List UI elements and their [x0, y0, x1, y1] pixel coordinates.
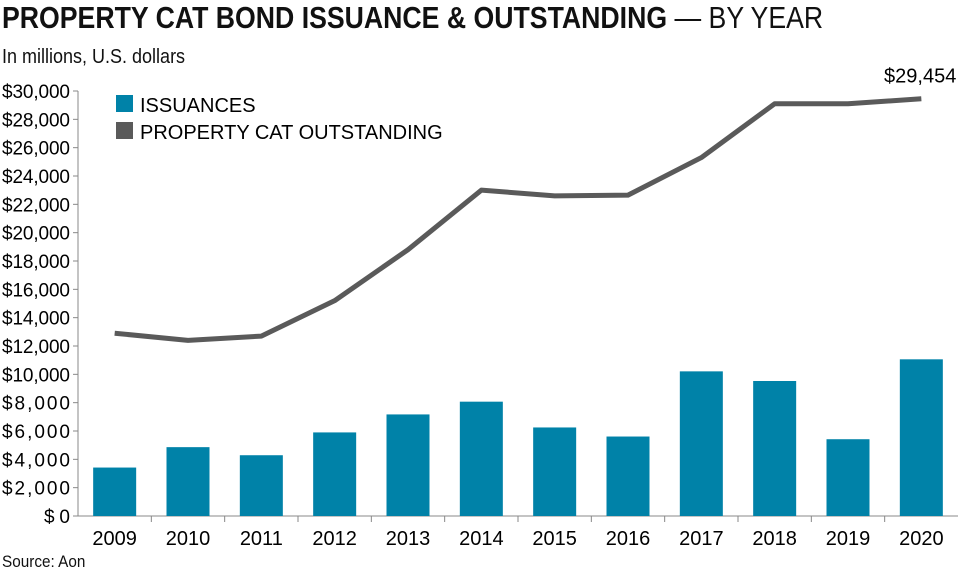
x-tick-label: 2019 — [826, 528, 871, 550]
x-tick-label: 2017 — [679, 528, 724, 550]
line-outstanding — [114, 96, 922, 343]
x-tick-label: 2020 — [899, 528, 944, 550]
bar-2012 — [313, 432, 357, 516]
legend-label-1: PROPERTY CAT OUTSTANDING — [140, 122, 443, 144]
y-tick-label: $14,000 — [2, 309, 70, 330]
x-tick-label: 2018 — [752, 528, 797, 550]
legend-swatch-0 — [116, 95, 133, 112]
bar-2010 — [166, 447, 210, 516]
x-tick-label: 2013 — [386, 528, 431, 550]
y-tick-label: $12,000 — [2, 337, 70, 358]
bar-2009 — [93, 467, 137, 516]
x-tick-label: 2016 — [606, 528, 651, 550]
y-tick-label: $0 — [44, 507, 70, 528]
y-tick-label: $6,000 — [2, 422, 70, 443]
title-main: PROPERTY CAT BOND ISSUANCE & OUTSTANDING — [2, 0, 668, 35]
x-tick-label: 2010 — [166, 528, 211, 550]
y-tick-label: $2,000 — [2, 479, 70, 500]
y-tick-label: $8,000 — [2, 394, 70, 415]
x-tick-label: 2011 — [240, 528, 283, 550]
bar-2016 — [606, 436, 650, 516]
x-tick-label: 2012 — [312, 528, 357, 550]
bar-2020 — [899, 359, 943, 516]
source-note: Source: Aon — [2, 552, 86, 571]
y-tick-label: $4,000 — [2, 450, 70, 471]
x-tick-label: 2009 — [92, 528, 137, 550]
legend-label-0: ISSUANCES — [140, 95, 256, 117]
bar-2011 — [239, 455, 283, 516]
bar-2014 — [459, 401, 503, 516]
y-tick-label: $10,000 — [2, 365, 70, 386]
bar-2017 — [679, 371, 723, 516]
legend-swatch-1 — [116, 122, 133, 139]
x-tick-label: 2014 — [459, 528, 504, 550]
units-label: In millions, U.S. dollars — [2, 46, 186, 68]
y-tick-label: $30,000 — [2, 82, 70, 103]
y-tick-label: $18,000 — [2, 252, 70, 273]
bar-2013 — [386, 414, 430, 516]
bar-2015 — [533, 427, 577, 516]
annotation-last-value: $29,454 — [884, 66, 956, 88]
y-tick-label: $26,000 — [2, 139, 70, 160]
title-sub: — BY YEAR — [674, 0, 824, 35]
y-tick-label: $20,000 — [2, 224, 70, 245]
y-tick-label: $16,000 — [2, 280, 70, 301]
y-tick-label: $22,000 — [2, 195, 70, 216]
bar-2019 — [826, 439, 870, 516]
bar-2018 — [753, 380, 797, 516]
x-tick-label: 2015 — [532, 528, 577, 550]
y-tick-label: $28,000 — [2, 110, 70, 131]
y-tick-label: $24,000 — [2, 167, 70, 188]
chart-title: PROPERTY CAT BOND ISSUANCE & OUTSTANDING… — [2, 0, 823, 36]
